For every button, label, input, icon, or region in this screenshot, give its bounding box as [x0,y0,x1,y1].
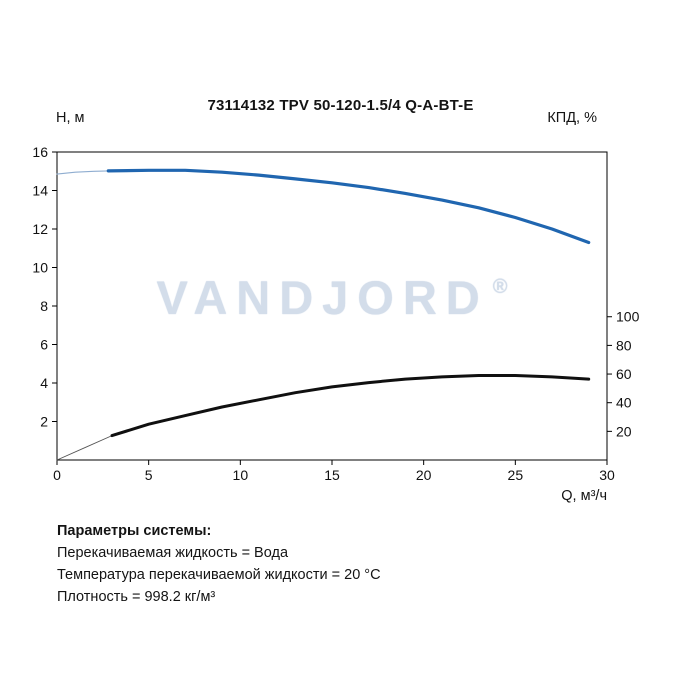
system-parameters-heading: Параметры системы: [57,523,212,539]
registered-trademark-icon: ® [492,276,508,298]
system-parameters: Параметры системы: Перекачиваемая жидкос… [57,520,381,608]
watermark: VANDJORD ® [57,270,607,325]
y-left-tick-label: 8 [40,298,48,314]
y-left-tick-label: 16 [32,144,48,160]
y-right-tick-label: 20 [616,423,632,439]
watermark-text: VANDJORD [156,271,489,324]
chart-title: 73114132 TPV 50-120-1.5/4 Q-A-BT-E [207,97,474,114]
x-tick-label: 25 [508,467,524,483]
y-right-tick-label: 40 [616,395,632,411]
y-left-tick-label: 12 [32,221,48,237]
x-tick-label: 10 [233,467,249,483]
efficiency-curve-lead [56,435,113,461]
y-right-tick-label: 100 [616,309,640,325]
y-left-tick-label: 4 [40,375,48,391]
head-curve [106,168,591,245]
x-tick-label: 15 [324,467,340,483]
parameter-line: Температура перекачиваемой жидкости = 20… [57,567,381,583]
x-tick-label: 5 [145,467,153,483]
plot-border [56,151,608,461]
y-right-tick-label: 80 [616,337,632,353]
parameter-line: Перекачиваемая жидкость = Вода [57,545,289,561]
x-tick-label: 30 [599,467,615,483]
y-left-tick-label: 2 [40,414,48,430]
y-axis-left-label: Н, м [56,110,85,126]
x-tick-label: 0 [53,467,61,483]
head-curve-lead [56,170,109,175]
x-axis-label: Q, м³/ч [561,488,607,504]
efficiency-curve [110,374,591,438]
y-axis-right-label: КПД, % [547,110,597,126]
y-left-tick-label: 10 [32,260,48,276]
y-right-tick-label: 60 [616,366,632,382]
y-left-tick-label: 14 [32,183,48,199]
x-tick-label: 20 [416,467,432,483]
y-left-tick-label: 6 [40,337,48,353]
parameter-line: Плотность = 998.2 кг/м³ [57,589,216,605]
